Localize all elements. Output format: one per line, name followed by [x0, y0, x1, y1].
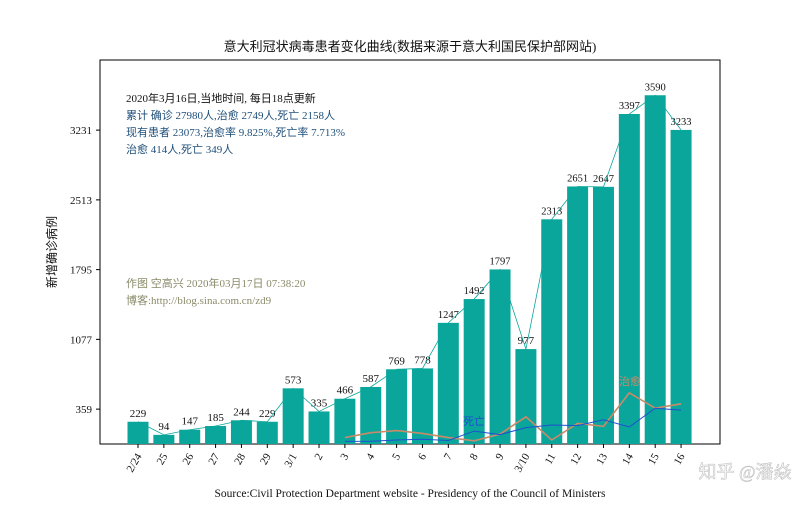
bar — [411, 368, 433, 444]
bar-value-label: 2651 — [567, 172, 588, 184]
annotation-author: 作图 空高兴 2020年03月17日 07:38:20 — [126, 276, 306, 290]
x-tick-label: 28 — [232, 451, 248, 467]
watermark: 知乎 @潘焱 — [698, 462, 791, 482]
x-tick-label: 3/1 — [282, 452, 299, 470]
x-tick-label: 2 — [312, 452, 325, 463]
x-tick-label: 15 — [646, 451, 662, 467]
bar — [282, 388, 304, 444]
bar-value-label: 778 — [414, 354, 431, 366]
y-axis-label: 新增确诊病例 — [44, 216, 59, 288]
x-tick-label: 26 — [180, 451, 196, 467]
bar — [644, 95, 666, 444]
x-tick-label: 11 — [543, 452, 559, 467]
annotation-line3: 现有患者 23073,治愈率 9.825%,死亡率 7.713% — [126, 125, 345, 139]
x-tick-label: 14 — [620, 451, 636, 467]
bar-value-label: 573 — [285, 374, 302, 386]
plot-frame — [99, 59, 721, 445]
bar-value-label: 2313 — [541, 205, 562, 217]
bar-value-label: 244 — [233, 406, 250, 418]
x-tick-label: 6 — [416, 451, 429, 462]
annotation-blog: 博客:http://blog.sina.com.cn/zd9 — [126, 293, 272, 307]
bar-value-label: 2647 — [593, 173, 614, 185]
y-tick-label: 1077 — [70, 334, 93, 346]
y-tick-label: 2513 — [70, 195, 93, 207]
bar-value-label: 3397 — [619, 100, 640, 112]
bar — [386, 369, 408, 444]
annotation-line4: 治愈 414人,死亡 349人 — [126, 142, 233, 156]
bar — [153, 434, 175, 444]
bar — [437, 322, 459, 444]
bar — [670, 129, 692, 444]
bar — [541, 219, 563, 444]
bar-value-label: 3233 — [671, 116, 692, 128]
bar — [127, 421, 149, 444]
x-tick-label: 5 — [390, 451, 403, 462]
bar-value-label: 185 — [207, 412, 224, 424]
bar-value-label: 147 — [181, 416, 198, 428]
x-tick-label: 9 — [493, 451, 506, 462]
deaths-line — [344, 407, 682, 442]
bar-value-label: 229 — [130, 408, 147, 420]
x-axis-label: Source:Civil Protection Department websi… — [215, 488, 606, 500]
bar — [360, 386, 382, 444]
x-tick-label: 16 — [672, 451, 688, 467]
bar-value-label: 1247 — [438, 309, 459, 321]
bar-value-label: 94 — [158, 421, 170, 433]
x-tick-label: 12 — [568, 452, 584, 468]
bar-value-label: 229 — [259, 408, 276, 420]
bar — [256, 421, 278, 444]
x-tick-label: 2/24 — [124, 451, 144, 474]
bar — [308, 411, 330, 444]
x-tick-label: 3 — [338, 451, 351, 462]
x-tick-label: 27 — [206, 451, 222, 467]
bar — [205, 426, 227, 444]
x-tick-label: 29 — [258, 451, 274, 467]
x-tick-label: 7 — [442, 451, 455, 462]
bar — [618, 113, 640, 444]
x-tick-label: 13 — [594, 451, 610, 467]
bar-value-label: 587 — [362, 373, 379, 385]
x-tick-label: 3/10 — [512, 451, 532, 474]
deaths-label: 死亡 — [463, 414, 485, 428]
recovered-label: 治愈 — [619, 374, 641, 388]
bar — [334, 398, 356, 444]
bar-value-label: 1797 — [490, 255, 511, 267]
bar-trend-line — [137, 94, 682, 436]
y-tick-label: 3231 — [70, 125, 92, 137]
bar-value-label: 769 — [388, 355, 405, 367]
bar — [592, 186, 614, 444]
bar — [567, 186, 589, 445]
chart-title: 意大利冠状病毒患者变化曲线(数据来源于意大利国民保护部网站) — [224, 39, 597, 54]
bar-value-label: 335 — [311, 397, 328, 409]
bar — [489, 269, 511, 444]
bar — [179, 429, 201, 444]
bar — [230, 420, 252, 444]
bar-value-label: 977 — [518, 335, 535, 347]
annotation-line1: 2020年3月16日,当地时间, 每日18点更新 — [126, 91, 316, 105]
x-tick-label: 8 — [468, 451, 481, 462]
x-tick-label: 25 — [155, 451, 171, 467]
x-tick-label: 4 — [364, 451, 377, 462]
recovered-line — [344, 391, 682, 442]
y-tick-label: 359 — [76, 404, 93, 416]
annotation-line2: 累计 确诊 27980人,治愈 2749人,死亡 2158人 — [126, 108, 335, 122]
y-tick-label: 1795 — [70, 265, 93, 277]
bar-value-label: 1492 — [464, 285, 485, 297]
bar-value-label: 466 — [337, 385, 354, 397]
bar-value-label: 3590 — [645, 81, 666, 93]
bar — [463, 299, 485, 444]
